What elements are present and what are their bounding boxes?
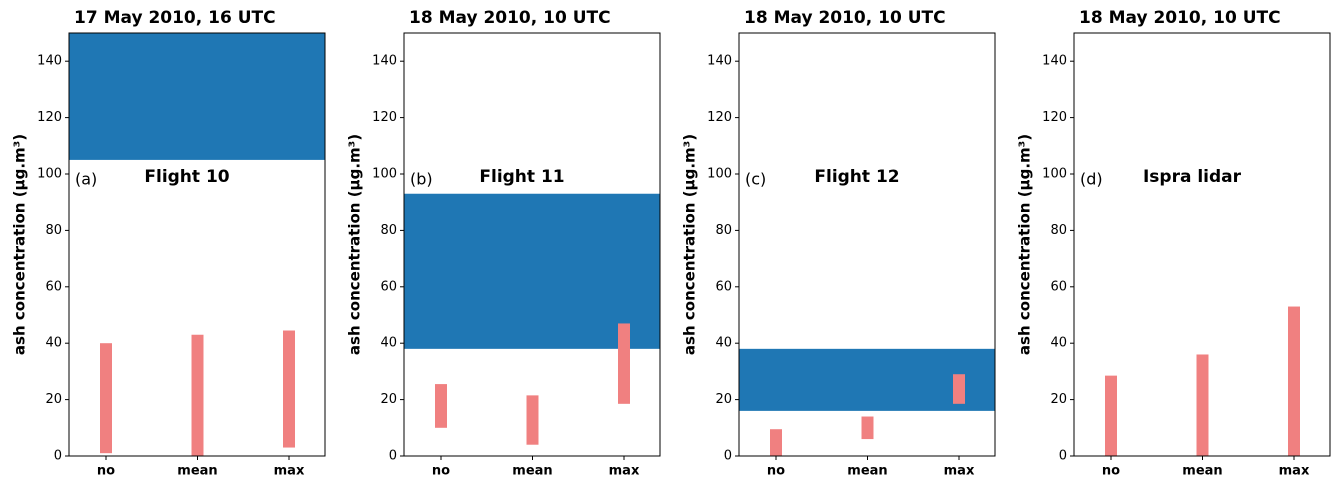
y-tick-label: 80 <box>380 223 397 238</box>
x-tick-label: mean <box>512 464 552 479</box>
x-tick-label: mean <box>1182 464 1222 479</box>
bar <box>953 374 965 404</box>
bar <box>526 395 539 445</box>
y-tick-label: 40 <box>380 336 397 351</box>
y-tick-label: 100 <box>372 167 397 182</box>
y-tick-label: 120 <box>1042 110 1067 125</box>
y-tick-label: 20 <box>380 392 397 407</box>
annotation: Ispra lidar <box>1143 167 1242 187</box>
y-tick-label: 140 <box>707 54 732 69</box>
y-tick-label: 100 <box>37 167 62 182</box>
y-tick-label: 60 <box>715 279 732 294</box>
y-tick-label: 60 <box>380 279 397 294</box>
y-tick-label: 80 <box>715 223 732 238</box>
axes-frame <box>738 32 996 457</box>
y-tick-label: 140 <box>37 54 62 69</box>
axes-frame <box>68 32 326 457</box>
y-tick-label: 40 <box>715 336 732 351</box>
y-tick-label: 100 <box>1042 167 1067 182</box>
x-tick-label: no <box>767 464 785 479</box>
x-tick-label: mean <box>847 464 887 479</box>
band <box>739 348 995 411</box>
panel-label: (d) <box>1080 170 1103 189</box>
y-tick-label: 80 <box>1050 223 1067 238</box>
y-tick-label: 100 <box>707 167 732 182</box>
y-tick-label: 60 <box>1050 279 1067 294</box>
bar <box>435 384 447 428</box>
band <box>69 33 325 160</box>
chart-title: 18 May 2010, 10 UTC <box>409 8 611 28</box>
panel: no mean max 0 20 40 60 80 100 120 140 18 May 2010, … <box>346 8 661 479</box>
y-tick-label: 120 <box>372 110 397 125</box>
chart-title: 17 May 2010, 16 UTC <box>74 8 276 28</box>
bar <box>283 330 295 448</box>
y-tick-label: 0 <box>1059 449 1067 464</box>
panel-label: (a) <box>75 170 97 189</box>
y-tick-label: 120 <box>37 110 62 125</box>
axes-frame <box>403 32 661 457</box>
panel: no mean max 0 20 40 60 80 100 120 140 18 May 2010, … <box>681 8 996 479</box>
x-tick-label: no <box>97 464 115 479</box>
y-axis-label: ash concentration (μg.m³) <box>11 134 29 355</box>
y-tick-label: 20 <box>715 392 732 407</box>
y-tick-label: 20 <box>45 392 62 407</box>
x-tick-label: max <box>274 464 305 479</box>
y-tick-label: 140 <box>1042 54 1067 69</box>
x-tick-label: mean <box>177 464 217 479</box>
panel: no mean max 0 20 40 60 80 100 120 140 17 May 2010, … <box>11 8 326 479</box>
panel: no mean max 0 20 40 60 80 100 120 140 18 May 2010, … <box>1016 8 1331 479</box>
bar <box>100 343 112 454</box>
annotation: Flight 11 <box>479 167 564 187</box>
bar <box>861 416 874 440</box>
bar <box>1288 306 1300 456</box>
bar <box>191 334 204 456</box>
bar <box>1105 375 1117 456</box>
panel-label: (b) <box>410 170 433 189</box>
y-tick-label: 0 <box>54 449 62 464</box>
chart-title: 18 May 2010, 10 UTC <box>1079 8 1281 28</box>
x-tick-label: max <box>1279 464 1310 479</box>
bar <box>770 429 782 456</box>
y-tick-label: 60 <box>45 279 62 294</box>
y-axis-label: ash concentration (μg.m³) <box>681 134 699 355</box>
annotation: Flight 10 <box>144 167 229 187</box>
y-tick-label: 0 <box>389 449 397 464</box>
panel-label: (c) <box>745 170 766 189</box>
band <box>404 193 660 349</box>
y-axis-label: ash concentration (μg.m³) <box>346 134 364 355</box>
y-tick-label: 80 <box>45 223 62 238</box>
y-tick-label: 40 <box>1050 336 1067 351</box>
bar <box>618 323 630 404</box>
y-tick-label: 140 <box>372 54 397 69</box>
y-tick-label: 40 <box>45 336 62 351</box>
y-axis-label: ash concentration (μg.m³) <box>1016 134 1034 355</box>
axes-frame <box>1073 32 1331 457</box>
annotation: Flight 12 <box>814 167 899 187</box>
y-tick-label: 120 <box>707 110 732 125</box>
x-tick-label: max <box>609 464 640 479</box>
y-tick-label: 0 <box>724 449 732 464</box>
x-tick-label: no <box>432 464 450 479</box>
chart-title: 18 May 2010, 10 UTC <box>744 8 946 28</box>
bar <box>1196 354 1209 456</box>
x-tick-label: max <box>944 464 975 479</box>
x-tick-label: no <box>1102 464 1120 479</box>
y-tick-label: 20 <box>1050 392 1067 407</box>
